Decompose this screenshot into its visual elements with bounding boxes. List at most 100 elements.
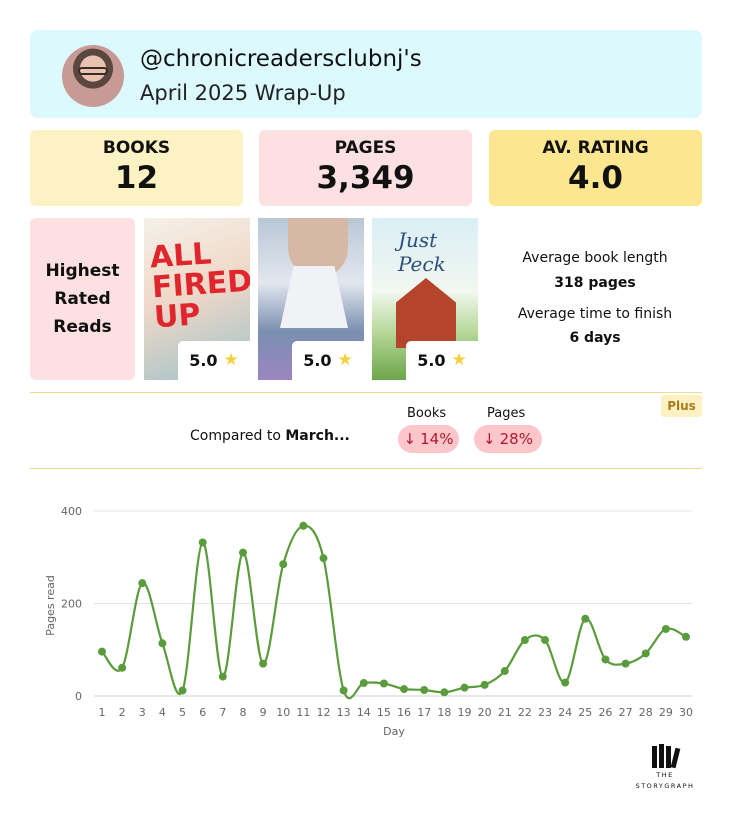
- data-point: [218, 672, 227, 681]
- rating-stat-label: AV. RATING: [542, 138, 649, 158]
- data-point: [561, 678, 570, 687]
- x-tick-label: 30: [679, 706, 693, 719]
- x-tick-label: 10: [276, 706, 290, 719]
- avatar[interactable]: [62, 45, 124, 107]
- highest-rated-label: Highest Rated Reads: [45, 261, 120, 337]
- cover-title-art: ALL FIRED UP: [148, 236, 250, 336]
- star-icon: ★: [451, 350, 467, 370]
- avg-length-label: Average book length: [522, 250, 668, 266]
- x-tick-label: 13: [337, 706, 351, 719]
- data-point: [178, 686, 187, 695]
- x-tick-label: 17: [417, 706, 431, 719]
- compared-prefix: Compared to: [190, 428, 286, 444]
- data-point: [279, 560, 288, 569]
- data-point: [158, 639, 167, 648]
- data-point: [480, 680, 489, 689]
- rating-stat-card: AV. RATING 4.0: [489, 130, 702, 206]
- x-tick-label: 4: [159, 706, 166, 719]
- data-point: [541, 636, 550, 645]
- x-tick-label: 28: [639, 706, 653, 719]
- books-stat-value: 12: [114, 160, 159, 196]
- cover-title-art: Just Peck: [398, 228, 446, 276]
- data-point: [359, 679, 368, 688]
- data-point: [682, 632, 690, 641]
- book-rating-value: 5.0: [303, 351, 332, 370]
- x-tick-label: 11: [296, 706, 310, 719]
- data-point: [440, 688, 449, 697]
- star-icon: ★: [223, 350, 239, 370]
- x-tick-label: 29: [659, 706, 673, 719]
- storygraph-logo-icon: [628, 744, 702, 769]
- wrapup-title: April 2025 Wrap-Up: [140, 81, 346, 105]
- x-tick-label: 18: [437, 706, 451, 719]
- books-compare-pill: ↓ 14%: [398, 425, 459, 453]
- data-point: [661, 624, 670, 633]
- arrow-down-icon: ↓: [403, 430, 417, 448]
- data-point: [299, 521, 308, 530]
- x-tick-label: 8: [239, 706, 246, 719]
- y-tick-label: 0: [75, 690, 82, 703]
- storygraph-logo: THE STORYGRAPH: [628, 744, 702, 790]
- data-point: [98, 647, 106, 656]
- data-point: [520, 636, 529, 645]
- avg-finish-value: 6 days: [569, 330, 621, 346]
- data-point: [259, 659, 268, 668]
- avg-length-value: 318 pages: [554, 275, 636, 291]
- arrow-down-icon: ↓: [483, 430, 496, 448]
- x-tick-label: 2: [119, 706, 126, 719]
- pages-stat-label: PAGES: [334, 138, 397, 158]
- x-tick-label: 15: [377, 706, 391, 719]
- pages-compare-label: Pages: [487, 406, 526, 421]
- x-tick-label: 3: [139, 706, 146, 719]
- book-rating-badge: 5.0 ★: [178, 341, 250, 380]
- data-point: [198, 538, 207, 547]
- plus-badge[interactable]: Plus: [661, 395, 702, 417]
- data-point: [621, 659, 630, 668]
- x-tick-label: 14: [357, 706, 371, 719]
- highest-rated-label-box: Highest Rated Reads: [30, 218, 135, 380]
- compared-month[interactable]: March...: [285, 428, 350, 444]
- pages-compare-pill: ↓ 28%: [474, 425, 542, 453]
- data-point: [339, 686, 348, 695]
- data-point: [460, 683, 469, 692]
- data-point: [238, 548, 247, 557]
- x-axis-label: Day: [383, 725, 405, 738]
- books-compare-label: Books: [407, 406, 447, 421]
- x-tick-label: 12: [317, 706, 331, 719]
- x-tick-label: 27: [619, 706, 633, 719]
- x-tick-label: 20: [478, 706, 492, 719]
- book-rating-badge: 5.0 ★: [406, 341, 478, 380]
- x-tick-label: 5: [179, 706, 186, 719]
- x-tick-label: 1: [99, 706, 106, 719]
- y-tick-label: 400: [61, 505, 82, 518]
- x-tick-label: 9: [260, 706, 267, 719]
- x-tick-label: 16: [397, 706, 411, 719]
- data-point: [138, 579, 147, 588]
- data-point: [420, 685, 429, 694]
- divider: [30, 392, 702, 393]
- x-tick-label: 6: [199, 706, 206, 719]
- pages-stat-card: PAGES 3,349: [259, 130, 472, 206]
- book-rating-value: 5.0: [189, 351, 218, 370]
- logo-word-the: THE: [656, 771, 674, 779]
- x-tick-label: 22: [518, 706, 532, 719]
- pages-compare-value: 28%: [499, 430, 533, 448]
- data-point: [400, 685, 409, 694]
- data-point: [601, 655, 610, 664]
- books-stat-card: BOOKS 12: [30, 130, 243, 206]
- data-point: [500, 667, 509, 676]
- divider: [30, 468, 702, 469]
- x-tick-label: 26: [598, 706, 612, 719]
- data-point: [319, 554, 328, 563]
- x-tick-label: 21: [498, 706, 512, 719]
- x-tick-label: 24: [558, 706, 572, 719]
- data-point: [379, 679, 388, 688]
- data-point: [118, 663, 127, 672]
- y-tick-label: 200: [61, 598, 82, 611]
- book-rating-badge: 5.0 ★: [292, 341, 364, 380]
- x-tick-label: 23: [538, 706, 552, 719]
- x-tick-label: 19: [457, 706, 471, 719]
- books-compare-value: 14%: [420, 430, 454, 448]
- barn-illustration: [396, 278, 456, 348]
